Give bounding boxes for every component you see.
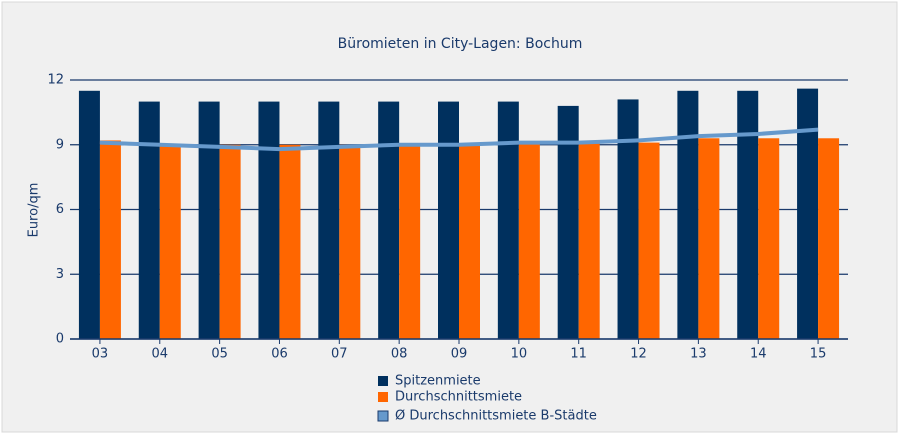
legend-swatch bbox=[378, 392, 388, 402]
y-tick-label: 6 bbox=[56, 202, 64, 217]
bar bbox=[677, 90, 699, 340]
legend-swatch bbox=[377, 410, 389, 422]
bar bbox=[339, 144, 361, 339]
x-tick-label: 05 bbox=[211, 347, 228, 362]
x-tick-label: 03 bbox=[92, 347, 109, 362]
x-tick-label: 15 bbox=[810, 347, 827, 362]
x-tick-label: 04 bbox=[151, 347, 168, 362]
bar bbox=[557, 105, 579, 340]
x-tick-label: 08 bbox=[391, 347, 408, 362]
bar bbox=[617, 99, 639, 339]
bar bbox=[638, 142, 660, 339]
bar bbox=[818, 138, 840, 339]
x-tick-label: 11 bbox=[570, 347, 587, 362]
bar bbox=[578, 142, 600, 339]
y-tick-label: 9 bbox=[56, 137, 64, 152]
legend-label: Spitzenmiete bbox=[395, 374, 481, 389]
bar bbox=[399, 144, 421, 339]
bar bbox=[698, 138, 720, 339]
bar bbox=[737, 90, 759, 340]
bar bbox=[258, 101, 280, 339]
bar bbox=[138, 101, 160, 339]
bar bbox=[797, 88, 819, 339]
x-tick-label: 10 bbox=[511, 347, 528, 362]
bar bbox=[518, 142, 540, 339]
y-tick-label: 0 bbox=[56, 332, 64, 347]
x-tick-label: 06 bbox=[271, 347, 288, 362]
bar bbox=[497, 101, 519, 339]
y-tick-label: 12 bbox=[47, 73, 64, 88]
y-axis-label: Euro/qm bbox=[27, 183, 42, 238]
legend-label: Ø Durchschnittsmiete B-Städte bbox=[395, 409, 597, 424]
x-tick-label: 13 bbox=[690, 347, 707, 362]
x-tick-label: 14 bbox=[750, 347, 767, 362]
bar bbox=[99, 140, 121, 339]
x-tick-label: 12 bbox=[630, 347, 647, 362]
bar bbox=[159, 144, 181, 339]
bar bbox=[459, 144, 480, 339]
bar bbox=[198, 101, 220, 339]
bar bbox=[758, 138, 780, 339]
bar bbox=[318, 101, 340, 339]
line bbox=[99, 127, 819, 152]
x-tick-label: 09 bbox=[451, 347, 468, 362]
bar bbox=[438, 101, 459, 339]
chart-title: Büromieten in City-Lagen: Bochum bbox=[338, 36, 583, 52]
bar bbox=[279, 144, 301, 339]
bar bbox=[219, 144, 241, 339]
legend-swatch bbox=[378, 376, 388, 386]
y-tick-label: 3 bbox=[56, 267, 64, 282]
legend-label: Durchschnittsmiete bbox=[395, 390, 522, 405]
bar bbox=[78, 90, 100, 340]
bar bbox=[378, 101, 400, 339]
x-tick-label: 07 bbox=[331, 347, 348, 362]
